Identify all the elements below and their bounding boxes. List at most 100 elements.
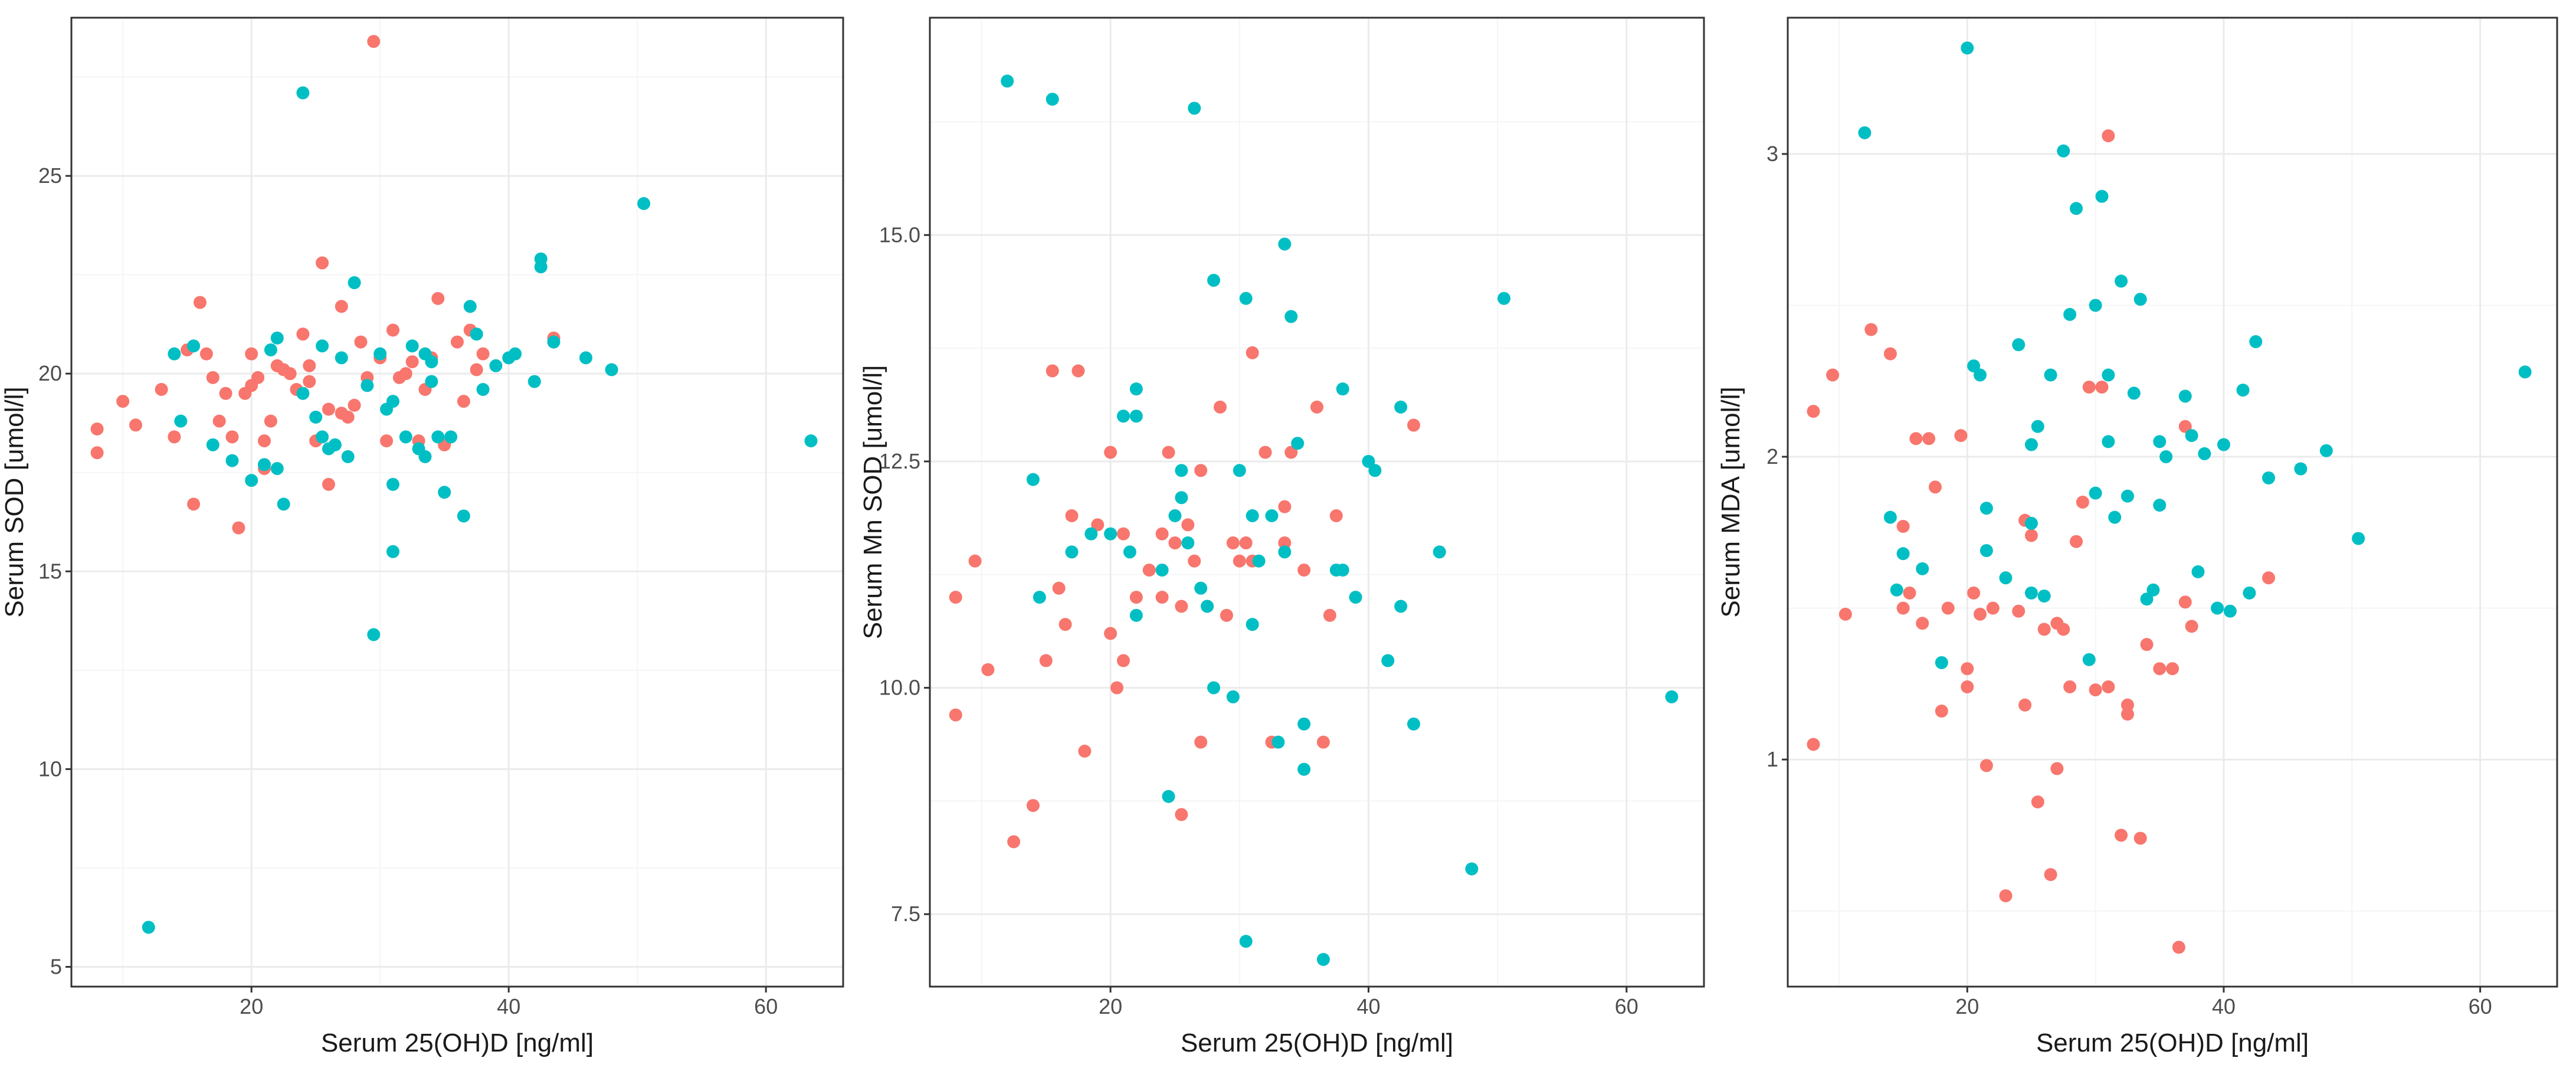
data-point-group-a (949, 591, 962, 604)
data-point-group-b (1896, 547, 1910, 561)
data-point-group-b (174, 414, 188, 428)
data-point-group-b (2095, 189, 2109, 203)
data-point-group-a (1258, 446, 1272, 459)
data-point-group-a (1233, 554, 1246, 568)
data-point-group-a (1954, 429, 1968, 443)
data-point-group-a (1188, 554, 1201, 568)
data-point-group-b (270, 462, 284, 476)
x-axis-title: Serum 25(OH)D [ng/ml] (1181, 1029, 1453, 1057)
data-point-group-b (1226, 690, 1240, 703)
data-point-group-b (1979, 502, 1993, 515)
data-point-group-b (2153, 499, 2167, 512)
plot-background (930, 18, 1704, 987)
data-point-group-b (405, 339, 419, 353)
data-point-group-a (90, 422, 104, 436)
data-point-group-b (418, 450, 432, 463)
data-point-group-a (2031, 795, 2044, 808)
data-point-group-b (1271, 735, 1285, 749)
data-point-group-b (2063, 307, 2077, 321)
data-point-group-b (335, 351, 348, 365)
data-point-group-b (1433, 545, 1446, 559)
data-point-group-a (1922, 432, 1936, 446)
data-point-group-b (386, 545, 399, 558)
data-point-group-b (1890, 583, 1903, 597)
data-point-group-a (90, 446, 104, 460)
data-point-group-b (1001, 74, 1014, 88)
data-point-group-b (386, 477, 399, 491)
data-point-group-a (1896, 520, 1910, 533)
panel-3: 20 40 60 1 2 3 Serum 25(OH)D [ng/ml] Serum MDA … (1716, 17, 2558, 1057)
data-point-group-b (1336, 382, 1349, 396)
panel-1: 20 40 60 5 10 15 20 25 Serum 25(OH)D [ng/ml] Seru… (0, 17, 844, 1057)
data-point-group-a (2018, 698, 2032, 712)
data-point-group-b (1394, 600, 1408, 613)
x-tick-label: 60 (2469, 994, 2492, 1018)
data-point-group-b (1394, 400, 1408, 414)
data-point-group-a (155, 382, 168, 396)
data-point-group-a (1928, 480, 1942, 494)
data-point-group-b (2057, 144, 2070, 158)
data-point-group-b (1291, 437, 1305, 450)
data-point-group-a (1110, 681, 1124, 695)
data-point-group-a (1052, 581, 1066, 595)
data-point-group-b (367, 628, 381, 641)
data-point-group-b (1201, 600, 1214, 613)
data-point-group-b (1239, 935, 1253, 948)
data-point-group-b (1188, 101, 1201, 115)
data-point-group-b (1129, 608, 1143, 622)
data-point-group-a (367, 35, 381, 48)
y-tick-label: 2 (1767, 444, 1778, 469)
data-point-group-a (1039, 654, 1053, 667)
data-point-group-b (1961, 41, 1974, 55)
data-point-group-a (1961, 662, 1974, 676)
data-point-group-a (2185, 620, 2198, 633)
y-tick-label: 1 (1767, 747, 1778, 771)
y-axis-title: Serum SOD [umol/l] (0, 387, 29, 617)
data-point-group-b (258, 458, 271, 471)
y-tick-label: 12.5 (879, 449, 920, 473)
data-point-group-b (637, 196, 651, 210)
data-point-group-b (206, 438, 219, 451)
data-point-group-b (476, 382, 490, 396)
data-point-group-a (2095, 381, 2109, 394)
data-point-group-b (1117, 410, 1130, 423)
data-point-group-a (2153, 662, 2167, 676)
data-point-group-b (1252, 554, 1266, 568)
data-point-group-a (2140, 638, 2154, 651)
data-point-group-b (1407, 717, 1420, 731)
data-point-group-b (2012, 338, 2026, 352)
data-point-group-b (2127, 387, 2141, 400)
data-point-group-a (1065, 509, 1079, 523)
data-point-group-b (277, 497, 290, 511)
data-point-group-b (2159, 450, 2173, 464)
y-tick-label: 10.0 (879, 676, 920, 700)
data-point-group-a (431, 292, 445, 305)
data-point-group-b (1967, 359, 1981, 373)
data-point-group-a (1807, 738, 1820, 751)
data-point-group-b (360, 379, 374, 392)
data-point-group-b (2070, 202, 2083, 215)
data-point-group-b (2044, 368, 2057, 382)
data-point-group-a (348, 398, 361, 412)
data-point-group-a (1967, 586, 1981, 600)
data-point-group-a (1168, 536, 1182, 550)
data-point-group-a (1329, 509, 1343, 523)
y-tick-label: 10 (38, 756, 62, 781)
data-point-group-a (296, 327, 310, 341)
y-tick-label: 3 (1767, 142, 1778, 166)
data-point-group-b (316, 430, 329, 444)
data-point-group-a (1896, 601, 1910, 615)
data-point-group-a (2262, 571, 2275, 585)
data-point-group-a (968, 554, 982, 568)
data-point-group-b (142, 921, 155, 934)
data-point-group-b (309, 410, 323, 424)
data-point-group-b (2133, 293, 2147, 306)
data-point-group-b (1123, 545, 1136, 559)
data-point-group-b (463, 300, 477, 313)
data-point-group-b (1162, 790, 1175, 803)
data-point-group-a (219, 387, 232, 400)
data-point-group-b (1916, 562, 1929, 575)
data-point-group-b (373, 347, 387, 361)
data-point-group-a (2089, 683, 2102, 697)
data-point-group-b (2089, 299, 2102, 312)
